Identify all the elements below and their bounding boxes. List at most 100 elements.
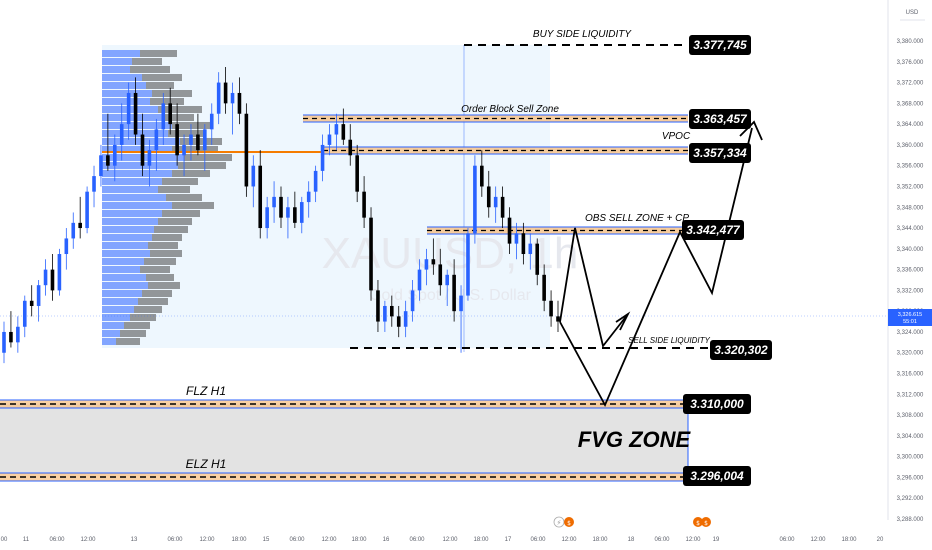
volume-profile-bar-down (152, 90, 192, 97)
svg-text:$: $ (696, 520, 700, 527)
candlestick-series (2, 66, 560, 364)
candle-body (376, 290, 380, 322)
candle-body (196, 134, 200, 151)
candle-body (355, 155, 359, 192)
price-tick-label: 3,304.000 (897, 434, 924, 440)
volume-profile-bar-down (124, 322, 150, 329)
symbol-subtitle: Gold Spot / U.S. Dollar (369, 287, 532, 304)
time-tick-label: 18 (628, 537, 635, 543)
projection-path-alt (559, 227, 629, 349)
candle-body (493, 196, 498, 208)
price-tick-label: 3,368.000 (897, 101, 924, 107)
time-tick-label: 06:00 (409, 537, 425, 543)
candle-body (16, 326, 20, 343)
candle-body (223, 82, 228, 104)
price-box-buy-side: 3.377,745 (689, 35, 751, 55)
svg-text:3.363,457: 3.363,457 (693, 112, 748, 126)
svg-text:3,326.615: 3,326.615 (898, 312, 922, 318)
candle-body (209, 113, 214, 130)
candle-body (473, 165, 477, 234)
volume-profile-bar-down (142, 290, 172, 297)
volume-profile-bar-down (154, 226, 188, 233)
volume-profile-bar-down (172, 146, 218, 153)
candle-body (334, 124, 339, 135)
time-tick-label: 18:00 (592, 537, 608, 543)
svg-text:3.310,000: 3.310,000 (690, 397, 744, 411)
volume-profile-bar-down (158, 186, 190, 193)
time-tick-label: 06:00 (49, 537, 65, 543)
candle-body (237, 92, 242, 114)
candle-body (306, 191, 311, 203)
candle-body (140, 134, 145, 166)
volume-profile-bar-down (158, 218, 192, 225)
price-tick-label: 3,364.000 (897, 122, 924, 128)
candle-body (417, 269, 422, 291)
candle-body (203, 129, 207, 151)
vpoc-label: VPOC (662, 131, 691, 142)
candle-body (556, 316, 560, 322)
price-tick-label: 3,356.000 (897, 164, 924, 170)
volume-profile-bar-up (102, 170, 172, 177)
volume-profile-bar-up (102, 234, 152, 241)
time-tick-label: 12:00 (199, 537, 215, 543)
volume-profile-bar-up (102, 282, 148, 289)
candle-body (258, 165, 263, 229)
us-flag-event-icon[interactable] (564, 517, 574, 527)
volume-profile-bar-down (172, 170, 210, 177)
us-flag-event-icon-2[interactable] (693, 517, 703, 527)
volume-profile-bar-down (144, 258, 176, 265)
price-tick-label: 3,376.000 (897, 60, 924, 66)
time-axis[interactable]: 00 11 06:00 12:00 13 06:00 12:00 18:00 15 06:00 12… (0, 520, 888, 550)
volume-profile-bar-down (162, 114, 194, 121)
candle-body (486, 186, 491, 208)
candle-body (147, 150, 152, 166)
candle-body (230, 92, 235, 104)
volume-profile-bar-down (146, 274, 174, 281)
volume-profile-bar-down (140, 266, 170, 273)
candle-body (390, 305, 394, 317)
candle-body (549, 300, 553, 317)
volume-profile-bar-up (102, 242, 148, 249)
time-tick-label: 11 (23, 537, 30, 543)
volume-profile-bar-down (120, 330, 146, 337)
candle-body (22, 300, 27, 327)
volume-profile-bar-up (102, 58, 132, 65)
candle-body (71, 222, 76, 239)
price-axis[interactable]: 3,288.000 3,292.000 3,296.000 3,300.000 3,30… (887, 0, 932, 550)
candle-body (43, 269, 48, 286)
time-tick-label: 18:00 (841, 537, 857, 543)
price-tick-label: 3,352.000 (897, 184, 924, 190)
svg-text:3.320,302: 3.320,302 (714, 343, 768, 357)
volume-profile-bar-up (102, 114, 162, 121)
volume-profile-bar-down (178, 162, 226, 169)
obs-sell-zone (427, 226, 688, 235)
time-tick-label: 06:00 (654, 537, 670, 543)
volume-profile-bar-up (102, 274, 146, 281)
event-icons-group-1[interactable]: ⚡ $ (553, 516, 574, 528)
volume-profile-bar-up (102, 66, 130, 73)
volume-profile-bar-down (132, 58, 162, 65)
price-box-elz: 3.296,004 (683, 466, 751, 486)
event-icons-group-2[interactable]: $ $ (693, 517, 711, 527)
price-tick-label: 3,332.000 (897, 288, 924, 294)
volume-profile-bar-up (102, 82, 146, 89)
candle-body (327, 134, 332, 145)
time-tick-label: 12:00 (810, 537, 826, 543)
candle-body (514, 233, 519, 244)
time-tick-label: 19 (713, 537, 720, 543)
us-flag-event-icon-3[interactable] (701, 517, 711, 527)
candle-body (85, 191, 89, 229)
volume-profile-bar-down (130, 314, 156, 321)
volume-profile-bar-down (142, 74, 182, 81)
volume-profile-bar-up (102, 314, 130, 321)
arrowhead-main (739, 120, 763, 141)
volume-profile-bar-up (102, 330, 120, 337)
volume-profile-bar-down (162, 178, 198, 185)
candle-body (438, 264, 443, 286)
candle-body (424, 259, 429, 270)
volume-profile-bar-down (184, 154, 232, 161)
candle-body (113, 144, 117, 166)
candle-body (175, 124, 179, 156)
vpoc-zone (323, 146, 688, 155)
